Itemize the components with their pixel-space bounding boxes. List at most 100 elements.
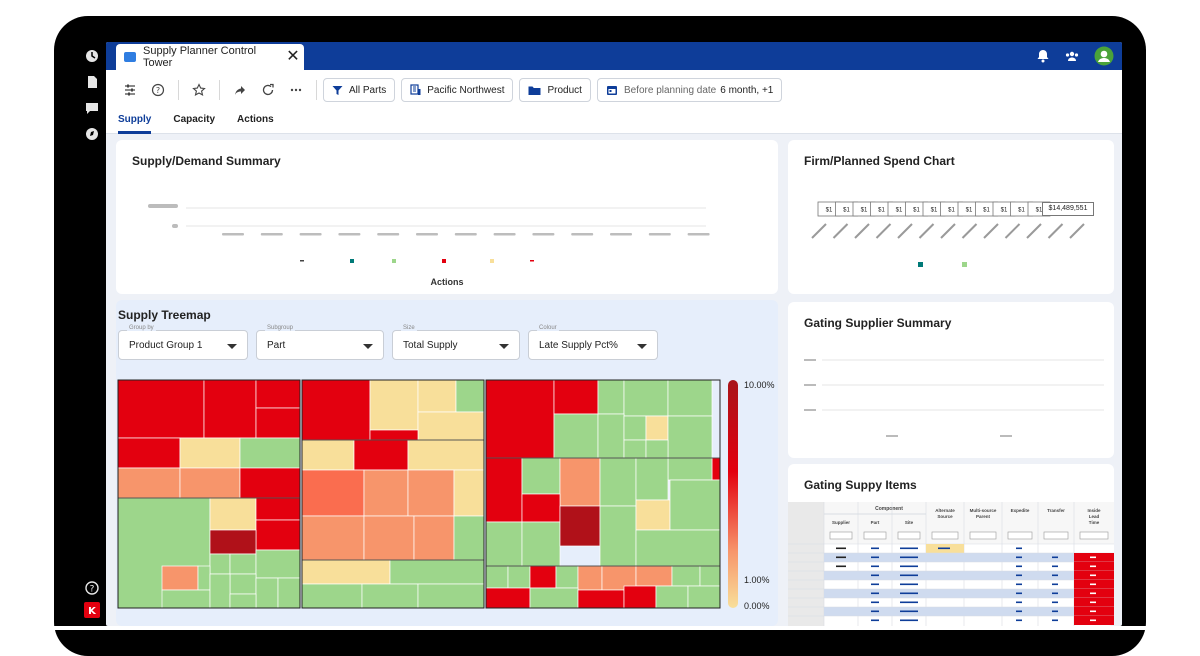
treemap-cell[interactable] [635, 457, 669, 501]
treemap-cell[interactable] [209, 497, 257, 531]
tab-supply[interactable]: Supply [118, 110, 152, 134]
colour-dropdown[interactable]: Colour Late Supply Pct% [528, 325, 658, 360]
treemap-cell[interactable] [699, 565, 721, 587]
star-icon[interactable] [185, 78, 213, 102]
treemap-cell[interactable] [577, 565, 603, 591]
users-icon[interactable] [1064, 49, 1080, 63]
treemap-cell[interactable] [229, 553, 257, 575]
treemap-cell[interactable] [521, 521, 561, 567]
table-row[interactable] [788, 570, 1114, 580]
treemap-cell[interactable] [635, 529, 721, 567]
treemap-cell[interactable] [117, 379, 205, 439]
treemap-cell[interactable] [485, 379, 555, 459]
filter-chip-product[interactable]: Product [519, 78, 591, 102]
treemap-cell[interactable] [623, 585, 657, 609]
treemap-cell[interactable] [553, 413, 599, 459]
treemap-cell[interactable] [485, 457, 523, 523]
table-column-header[interactable]: Site [897, 520, 921, 540]
settings-sliders-icon[interactable] [116, 78, 144, 102]
table-row[interactable] [788, 543, 1114, 553]
treemap-cell[interactable] [453, 469, 485, 517]
treemap-cell[interactable] [255, 519, 301, 551]
treemap-cell[interactable] [597, 379, 625, 415]
treemap-cell[interactable] [529, 587, 579, 609]
table-row[interactable] [788, 561, 1114, 571]
treemap-cell[interactable] [179, 467, 241, 499]
treemap-cell[interactable] [599, 457, 637, 507]
treemap-cell[interactable] [407, 439, 485, 471]
subgroup-dropdown[interactable]: Subgroup Part [256, 325, 384, 360]
filter-chip-region[interactable]: Pacific Northwest [401, 78, 514, 102]
treemap-cell[interactable] [301, 559, 391, 585]
group-by-dropdown[interactable]: Group by Product Group 1 [118, 325, 248, 360]
treemap-cell[interactable] [667, 379, 713, 417]
treemap-cell[interactable] [645, 439, 669, 459]
avatar[interactable] [1094, 46, 1114, 66]
table-row[interactable] [788, 552, 1114, 562]
treemap-cell[interactable] [635, 565, 673, 587]
help-icon[interactable]: ? [84, 580, 100, 596]
treemap-cell[interactable] [229, 573, 257, 595]
treemap-cell[interactable] [389, 559, 485, 585]
treemap-cell[interactable] [559, 457, 601, 507]
treemap-cell[interactable] [353, 439, 409, 471]
treemap-cell[interactable] [559, 505, 601, 547]
treemap-cell[interactable] [255, 497, 301, 521]
treemap-cell[interactable] [597, 413, 625, 459]
document-icon[interactable] [84, 74, 100, 90]
size-dropdown[interactable]: Size Total Supply [392, 325, 520, 360]
treemap-cell[interactable] [655, 585, 689, 609]
treemap-cell[interactable] [301, 583, 363, 609]
table-column-header[interactable]: Supplier [829, 520, 853, 540]
treemap-cell[interactable] [417, 411, 485, 441]
treemap-cell[interactable] [209, 573, 231, 609]
treemap-cell[interactable] [711, 457, 721, 481]
treemap-cell[interactable] [521, 493, 561, 523]
treemap-cell[interactable] [553, 379, 599, 415]
treemap-cell[interactable] [197, 565, 211, 591]
treemap-cell[interactable] [209, 553, 231, 575]
treemap-cell[interactable] [623, 415, 647, 441]
treemap-cell[interactable] [255, 407, 301, 439]
treemap-cell[interactable] [363, 469, 409, 517]
table-column-header[interactable]: Expedite [1007, 508, 1033, 540]
treemap-cell[interactable] [255, 577, 279, 609]
treemap-cell[interactable] [529, 565, 557, 589]
treemap-cell[interactable] [255, 379, 301, 409]
treemap-cell[interactable] [623, 379, 669, 417]
treemap-cell[interactable] [577, 589, 625, 609]
compass-icon[interactable] [84, 126, 100, 142]
treemap-cell[interactable] [635, 499, 671, 531]
treemap-cell[interactable] [667, 457, 713, 481]
table-row[interactable] [788, 597, 1114, 607]
treemap-cell[interactable] [301, 469, 365, 517]
treemap-cell[interactable] [369, 429, 419, 441]
filter-chip-parts[interactable]: All Parts [323, 78, 396, 102]
treemap-cell[interactable] [645, 415, 669, 441]
treemap-cell[interactable] [301, 439, 355, 471]
table-column-header[interactable]: Part [863, 520, 887, 540]
treemap-cell[interactable] [453, 515, 485, 561]
treemap-cell[interactable] [669, 479, 721, 531]
table-row[interactable] [788, 579, 1114, 589]
treemap-cell[interactable] [485, 521, 523, 567]
treemap-cell[interactable] [599, 505, 637, 567]
tab-actions[interactable]: Actions [237, 114, 274, 125]
treemap-cell[interactable] [179, 437, 241, 469]
treemap-cell[interactable] [687, 585, 721, 609]
bell-icon[interactable] [1036, 49, 1050, 63]
treemap-cell[interactable] [671, 565, 701, 587]
tab-supply-planner[interactable]: Supply Planner Control Tower ✕ [116, 44, 304, 70]
treemap-cell[interactable] [361, 583, 419, 609]
more-icon[interactable] [282, 78, 310, 102]
treemap-cell[interactable] [485, 565, 509, 589]
treemap-cell[interactable] [161, 589, 211, 609]
treemap-cell[interactable] [161, 565, 199, 591]
treemap-cell[interactable] [229, 593, 257, 609]
close-icon[interactable]: ✕ [286, 48, 300, 65]
treemap-cell[interactable] [555, 565, 579, 589]
treemap-cell[interactable] [623, 439, 647, 459]
